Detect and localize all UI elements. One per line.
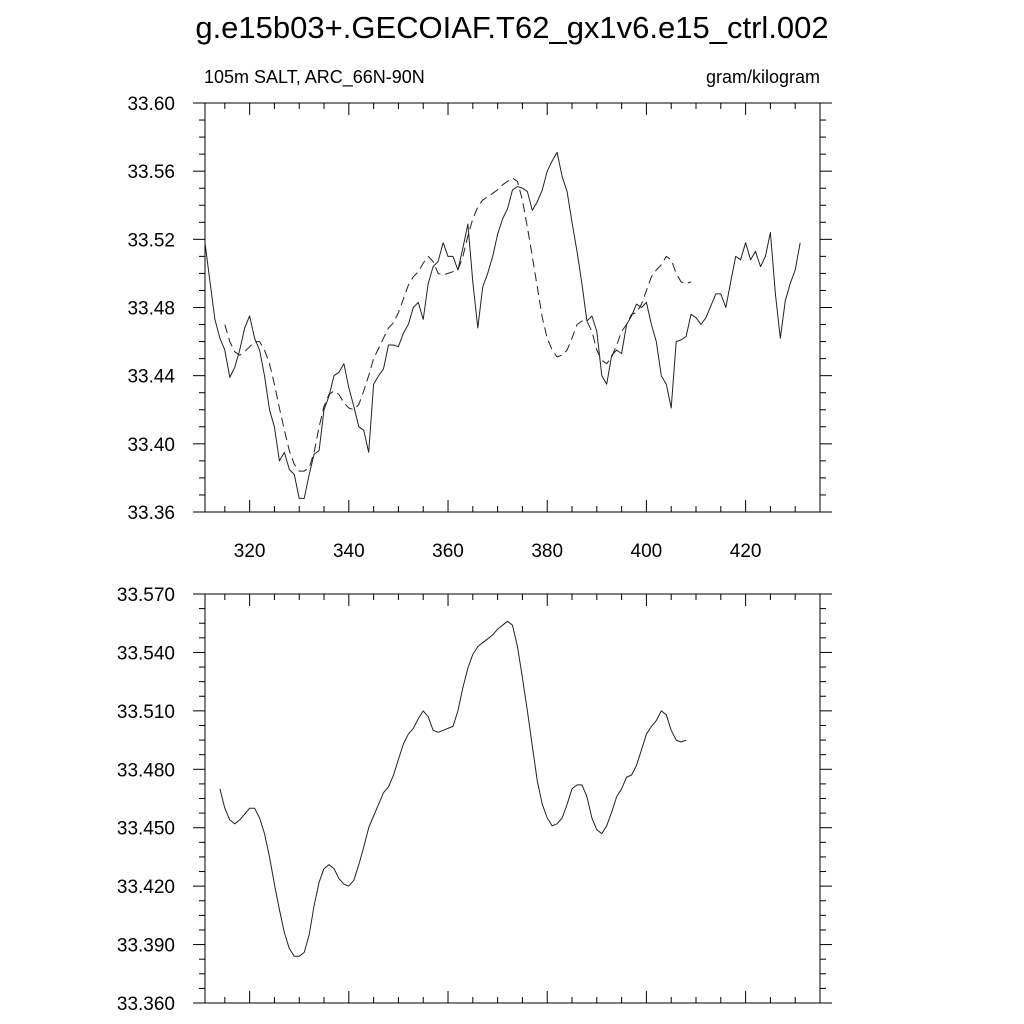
top-ytick-label: 33.40	[127, 435, 175, 456]
top-xtick-label: 340	[333, 541, 365, 562]
top-series-solid-line	[204, 151, 801, 499]
top-ytick-label: 33.48	[127, 299, 175, 320]
bottom-series	[219, 620, 687, 957]
top-ytick-label: 33.56	[127, 162, 175, 183]
top-xtick-label: 320	[234, 541, 266, 562]
bottom-ytick-label: 33.450	[117, 819, 175, 840]
top-xtick-label: 400	[631, 541, 663, 562]
top-plot-frame	[204, 102, 821, 513]
top-ytick-label: 33.60	[127, 94, 175, 115]
bottom-plot-frame	[204, 593, 821, 1004]
top-ytick-label: 33.44	[127, 367, 175, 388]
top-xtick-label: 360	[432, 541, 464, 562]
bottom-ytick-label: 33.570	[117, 585, 175, 606]
bottom-ticks: 33.360 33.390 33.420 33.450 33.480 33.510 33.5…	[117, 585, 832, 1015]
bottom-ytick-label: 33.540	[117, 643, 175, 664]
top-series	[204, 151, 801, 499]
top-panel-right-label: gram/kilogram	[706, 67, 820, 87]
top-ticks: 320 340 360 380 400 420 33.36 33.40 33.44 33.48 33…	[127, 94, 832, 562]
top-panel: 105m SALT, ARC_66N-90N gram/kilogram 320…	[127, 67, 832, 562]
top-xtick-label: 380	[531, 541, 563, 562]
top-ytick-label: 33.36	[127, 503, 175, 524]
bottom-ytick-label: 33.510	[117, 702, 175, 723]
bottom-ytick-label: 33.420	[117, 877, 175, 898]
bottom-panel: 33.360 33.390 33.420 33.450 33.480 33.510 33.5…	[117, 585, 832, 1015]
figure-title: g.e15b03+.GECOIAF.T62_gx1v6.e15_ctrl.002	[195, 10, 828, 45]
bottom-ytick-label: 33.360	[117, 994, 175, 1015]
bottom-series-solid-line	[219, 620, 687, 957]
top-ytick-label: 33.52	[127, 230, 175, 251]
top-series-dashed-line	[224, 177, 692, 472]
bottom-ytick-label: 33.390	[117, 936, 175, 957]
top-xtick-label: 420	[730, 541, 762, 562]
bottom-ytick-label: 33.480	[117, 760, 175, 781]
top-panel-left-label: 105m SALT, ARC_66N-90N	[204, 67, 425, 88]
